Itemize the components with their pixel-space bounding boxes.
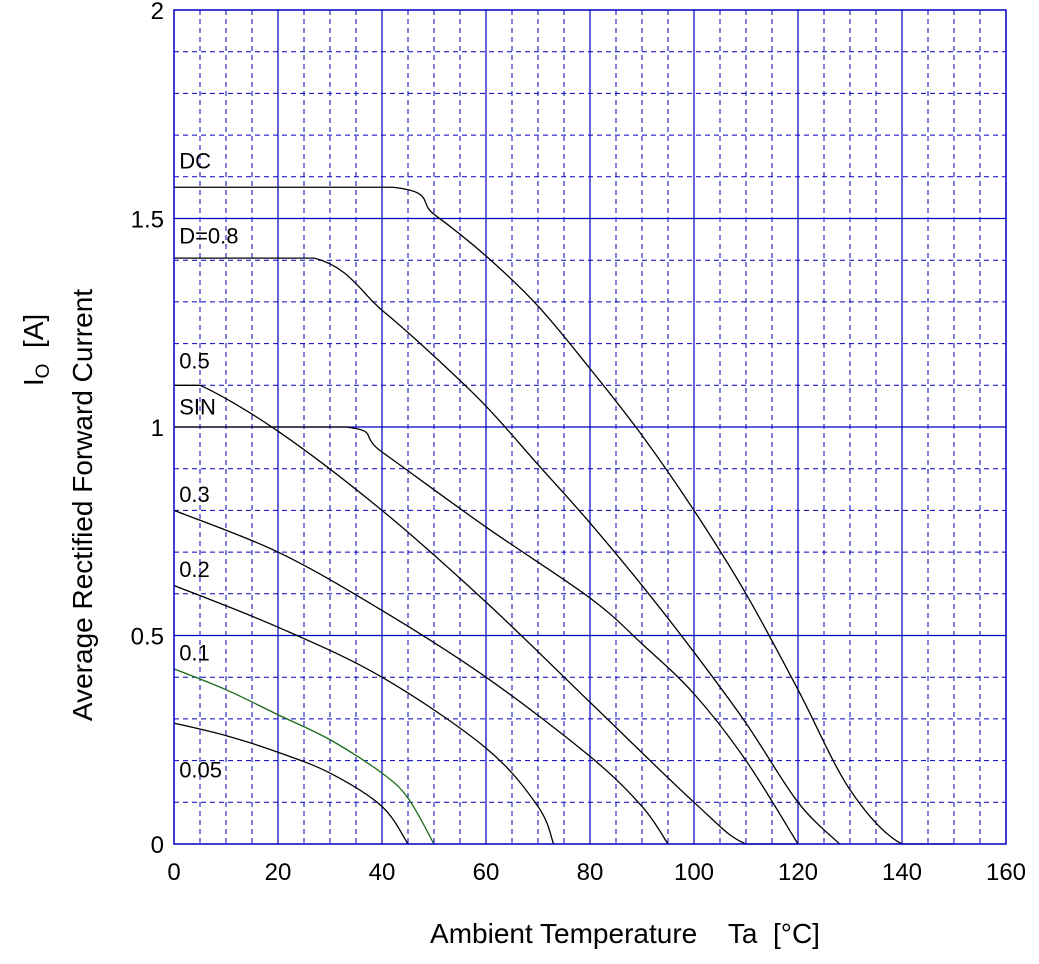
series-line: [174, 426, 799, 845]
y-tick-label: 1: [151, 415, 164, 442]
chart-series-group: [173, 186, 954, 845]
x-tick-label: 140: [882, 859, 922, 886]
x-tick-label: 40: [369, 859, 396, 886]
x-tick-label: 60: [473, 859, 500, 886]
y-tick-label: 0: [151, 832, 164, 859]
x-tick-label: 100: [674, 859, 714, 886]
series-line: [173, 668, 435, 845]
series-label: 0.5: [179, 349, 210, 374]
series-label: 0.2: [179, 557, 210, 582]
y-axis-symbol-unit: [A]: [18, 314, 49, 364]
y-axis-title: Average Rectified Forward Current: [67, 289, 98, 721]
x-axis-title: Ambient Temperature Ta [°C]: [430, 918, 820, 949]
chart-grid: [174, 10, 1006, 844]
series-line: [173, 509, 669, 845]
series-label: 0.1: [179, 641, 210, 666]
y-tick-labels: 0 0.5 1 1.5 2: [131, 0, 164, 859]
y-tick-label: 0.5: [131, 624, 164, 651]
series-line: [173, 722, 409, 845]
x-tick-labels: 0 20 40 60 80 100 120 140 160: [167, 859, 1026, 886]
series-label: SIN: [179, 394, 216, 419]
series-line: [174, 384, 798, 845]
series-line: [173, 584, 555, 845]
y-axis-symbol-sub: O: [33, 364, 54, 379]
y-tick-label: 1.5: [131, 207, 164, 234]
series-line: [174, 186, 954, 845]
series-label: 0.3: [179, 482, 210, 507]
x-tick-label: 0: [167, 859, 180, 886]
y-axis-title-line2: Average Rectified Forward Current: [67, 289, 98, 721]
chart-curve-labels: DC D=0.8 0.5 SIN 0.3 0.2 0.1 0.05: [179, 148, 238, 782]
y-axis-symbol-main: I: [18, 378, 49, 386]
series-line: [174, 257, 841, 845]
series-label: D=0.8: [179, 224, 238, 249]
series-label: 0.05: [179, 757, 222, 782]
x-tick-label: 120: [778, 859, 818, 886]
y-tick-label: 2: [151, 0, 164, 25]
x-tick-label: 20: [265, 859, 292, 886]
svg-text:IO [A]: IO [A]: [18, 314, 54, 386]
y-axis-title-symbol: IO [A]: [18, 314, 54, 386]
plot-frame: [173, 9, 1007, 845]
series-label: DC: [179, 148, 211, 173]
x-tick-label: 80: [577, 859, 604, 886]
x-tick-label: 160: [986, 859, 1026, 886]
